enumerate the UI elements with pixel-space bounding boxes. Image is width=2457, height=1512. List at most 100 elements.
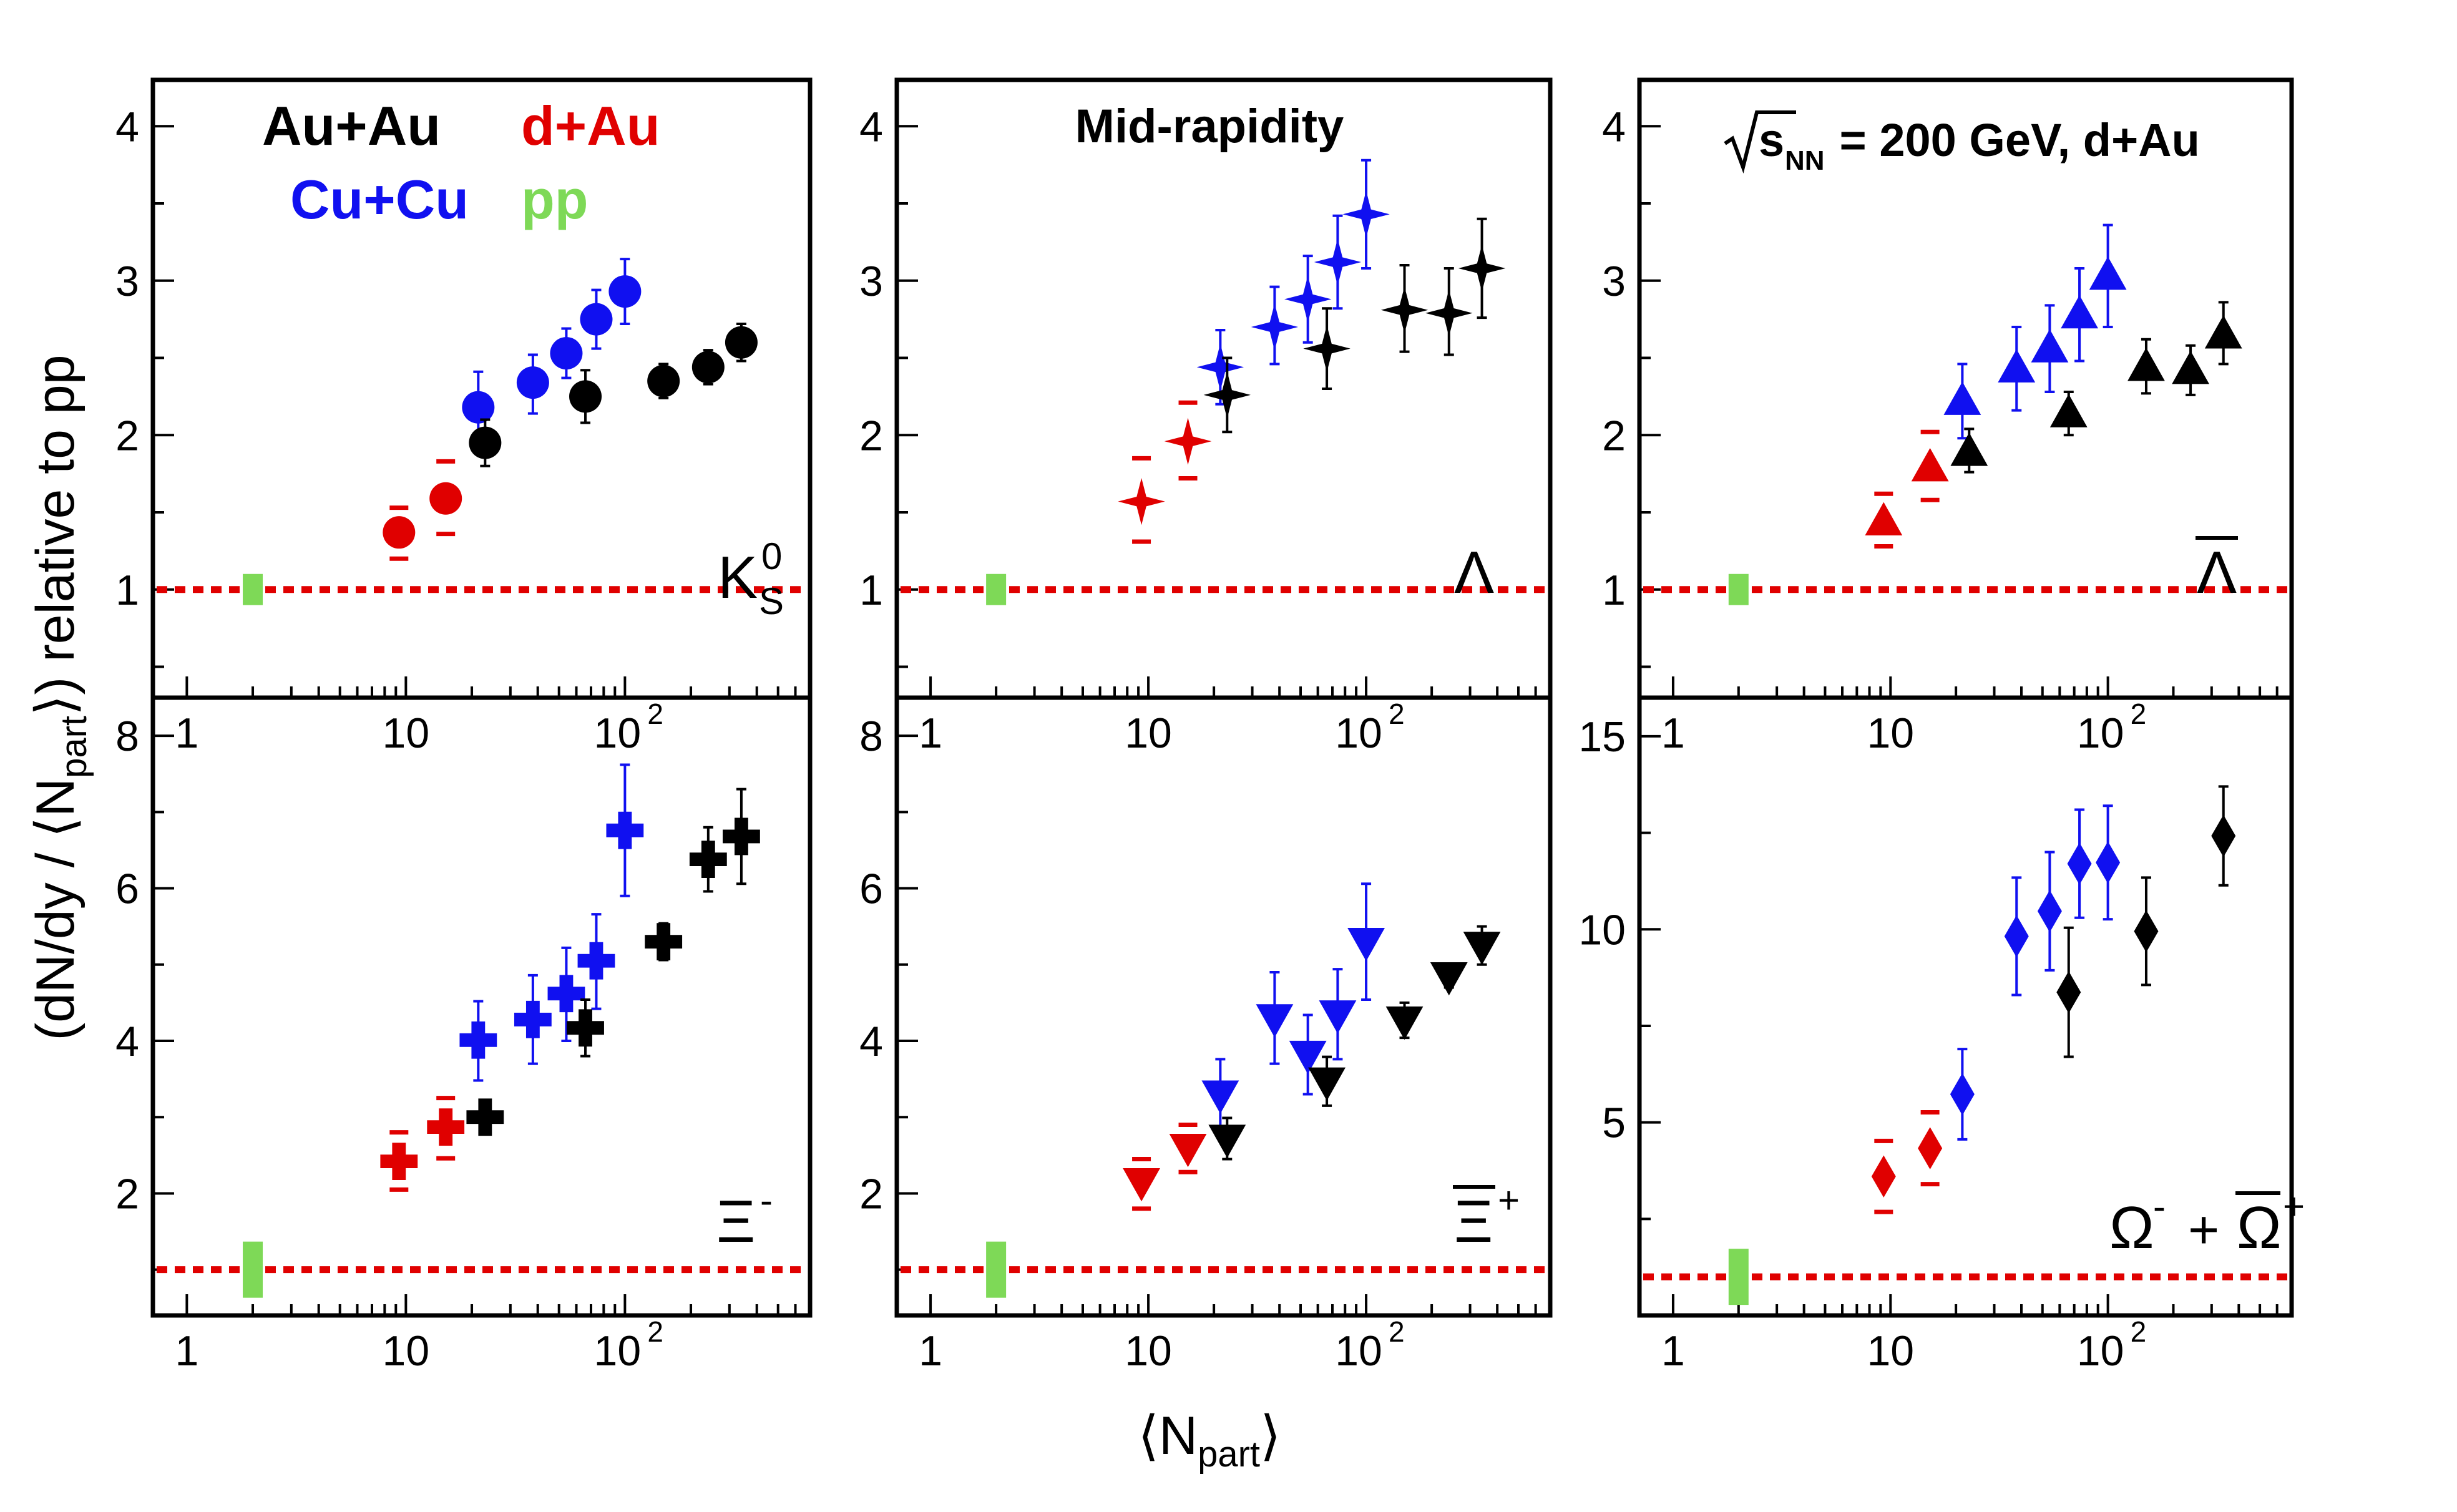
data-point [429,482,462,515]
series-cucu [1201,882,1385,1131]
x-tick-label-exponent: 2 [1389,698,1405,730]
energy-label: s NN = 200 GeV, d+Au [1724,110,2200,176]
x-tick-label: 1 [175,710,198,757]
data-point [1196,343,1244,391]
pp-point [986,1241,1007,1298]
data-point [1303,324,1351,373]
data-point [1347,928,1385,962]
particle-label: Λ [2196,536,2238,606]
y-tick-label: 10 [1578,906,1626,954]
data-point [569,380,602,413]
data-point [2127,348,2165,381]
svg-text:⟨Npart⟩: ⟨Npart⟩ [1138,1406,1281,1475]
y-tick-label: 15 [1578,713,1626,761]
series-auau [1208,925,1501,1161]
y-tick-label: 8 [115,713,139,760]
data-point [645,923,683,961]
particle-symbol: Ξ [1454,1188,1493,1255]
y-axis-title-main: (dN/dy / ⟨N [26,778,85,1041]
particle-label: Ξ + [1453,1179,1520,1255]
data-point [1308,1067,1346,1101]
data-point [2056,971,2081,1013]
data-point [466,1098,504,1136]
y-tick-label: 3 [859,258,883,305]
data-point [2031,329,2069,363]
pp-point [1728,573,1749,605]
data-point [2049,394,2088,427]
data-point [723,817,760,856]
panel-frame [894,695,1553,1318]
data-point [1319,1000,1357,1034]
data-point [1201,1080,1239,1114]
y-tick-label: 4 [859,1018,883,1065]
data-point [689,841,727,879]
y-tick-label: 4 [115,103,139,150]
data-point [1865,502,1903,535]
x-tick-label: 10 [1125,710,1172,757]
data-point [1203,371,1251,419]
x-tick-label: 10 [1335,1327,1382,1375]
series-auau [1203,217,1506,434]
x-tick-label: 10 [383,710,430,757]
data-point [1425,290,1473,337]
data-point [516,366,549,399]
data-point [567,1009,604,1047]
x-tick-label-exponent: 2 [647,1315,663,1348]
data-point [1314,238,1362,286]
y-tick-label: 1 [115,567,139,614]
series-auau [1950,301,2242,474]
y-tick-label: 2 [859,1170,883,1217]
pp-point [1728,1249,1749,1305]
particle-symbol: Ξ [716,1188,755,1255]
x-tick-label: 1 [1661,710,1685,757]
data-point [550,337,583,370]
particle-label: Λ [1454,539,1494,606]
data-point [1284,275,1332,323]
pp-point [986,573,1007,605]
y-tick-label: 5 [1602,1100,1626,1147]
series-cucu [1196,159,1390,406]
data-point [1256,1004,1294,1038]
data-point [2172,351,2209,384]
y-tick-label: 6 [859,866,883,913]
particle-symbol-2: Ω [2237,1194,2282,1261]
rapidity-label: Mid-rapidity [1075,100,1344,153]
series-dau [1865,429,1949,549]
data-point [691,351,725,384]
y-axis-title-rest: ⟩) relative to pp [26,354,85,715]
particle-symbol: Λ [2197,539,2237,606]
x-tick-label: 10 [594,710,642,757]
series-cucu [1943,223,2127,440]
data-point [1385,1006,1424,1040]
x-tick-label-exponent: 2 [2131,1315,2147,1348]
panel-frame [1637,695,2294,1318]
particle-subscript: S [759,580,784,622]
data-point [1998,349,2036,383]
data-point [2211,814,2236,857]
data-point [547,975,585,1013]
pp-point [243,1241,263,1298]
series-dau [1871,1110,1943,1214]
x-tick-label: 10 [594,1327,642,1375]
particle-superscript: + [1498,1179,1520,1221]
y-tick-label: 2 [859,412,883,459]
legend: Au+Au d+Au Cu+Cu pp [262,95,660,230]
x-tick-label: 1 [1661,1327,1685,1375]
series-auau [469,323,758,467]
data-point [725,326,758,359]
x-axis-title: ⟨Npart⟩ [1138,1406,1281,1475]
data-point [1169,1134,1207,1168]
data-point [1871,1155,1896,1198]
y-axis-title-sub: part [54,716,94,778]
data-point [1458,245,1506,292]
particle-label: K 0S [718,535,784,622]
series-dau [380,1096,465,1192]
x-tick-label-exponent: 2 [1389,1315,1405,1348]
x-tick-label: 10 [2077,1327,2124,1375]
data-point [1164,417,1212,465]
particle-label: Ω- + Ω + [2109,1186,2305,1261]
